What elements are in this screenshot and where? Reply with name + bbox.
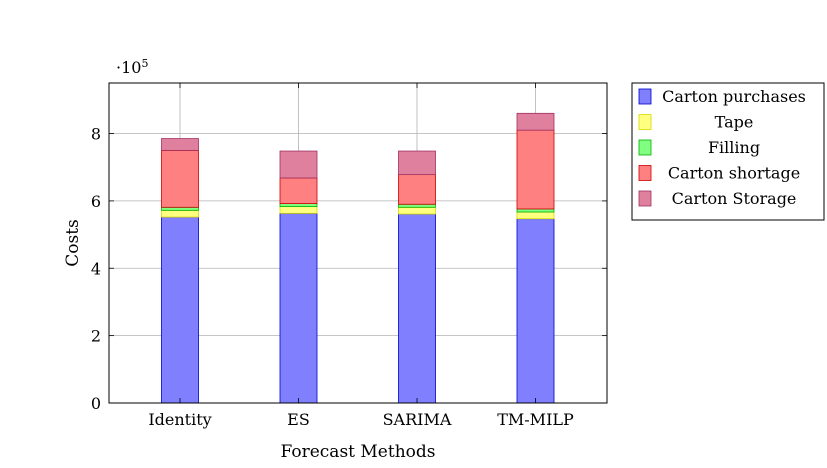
x-tick-label: SARIMA: [383, 410, 452, 429]
bar-segment-carton-shortage: [161, 149, 199, 208]
y-axis-title: Costs: [63, 219, 83, 267]
legend-box: [631, 82, 825, 221]
y-multiplier: ·105: [116, 57, 148, 77]
legend-label: Carton Storage: [672, 189, 797, 208]
bar-segment-tape: [161, 209, 199, 218]
bar-segment-carton-shortage: [516, 129, 555, 210]
bar-segment-carton-storage: [279, 150, 318, 179]
legend-swatch: [638, 114, 652, 130]
legend-label: Tape: [715, 113, 754, 132]
bar-segment-carton-purchases: [516, 218, 555, 404]
y-tick-label: 8: [91, 125, 101, 144]
bar-segment-carton-purchases: [398, 213, 436, 404]
bar-segment-carton-purchases: [161, 216, 199, 404]
legend-swatch: [638, 139, 652, 156]
bar-segment-filling: [279, 203, 318, 208]
y-multiplier-exponent: 5: [141, 57, 148, 70]
axis-ticks: [109, 83, 607, 404]
bar-segment-tape: [516, 211, 555, 220]
bar-segment-filling: [161, 206, 199, 211]
bar-segment-filling: [516, 208, 555, 213]
legend-label: Carton shortage: [668, 164, 800, 183]
y-tick-label: 0: [91, 394, 101, 413]
bars: [161, 112, 555, 404]
bar-segment-carton-shortage: [398, 174, 436, 205]
bar-segment-carton-shortage: [279, 177, 318, 204]
legend-label: Filling: [708, 138, 760, 157]
axis-labels: 0 2 4 6 8 Identity ES SARIMA TM-MILP: [91, 125, 574, 429]
bar-segment-filling: [398, 203, 436, 208]
x-tick-label: Identity: [148, 410, 211, 429]
y-tick-label: 4: [91, 259, 101, 278]
bar-segment-carton-storage: [398, 150, 436, 176]
x-tick-label: TM-MILP: [497, 410, 574, 429]
x-axis-title: Forecast Methods: [281, 442, 436, 462]
bar-segment-carton-storage: [516, 112, 555, 131]
legend-swatch: [638, 190, 652, 207]
bar-segment-carton-storage: [161, 138, 199, 151]
y-tick-label: 6: [91, 192, 101, 211]
plot-frame: [108, 82, 608, 404]
x-tick-label: ES: [287, 410, 310, 429]
legend-label: Carton purchases: [662, 87, 806, 106]
bar-segment-tape: [398, 206, 436, 215]
legend: Carton purchases Tape Filling Carton shorta…: [631, 82, 825, 221]
bar-segment-carton-purchases: [279, 212, 318, 404]
legend-swatch: [638, 88, 652, 105]
bar-segment-tape: [279, 206, 318, 214]
y-multiplier-base: ·10: [116, 58, 141, 77]
y-tick-label: 2: [91, 327, 101, 346]
legend-swatch: [638, 165, 652, 181]
